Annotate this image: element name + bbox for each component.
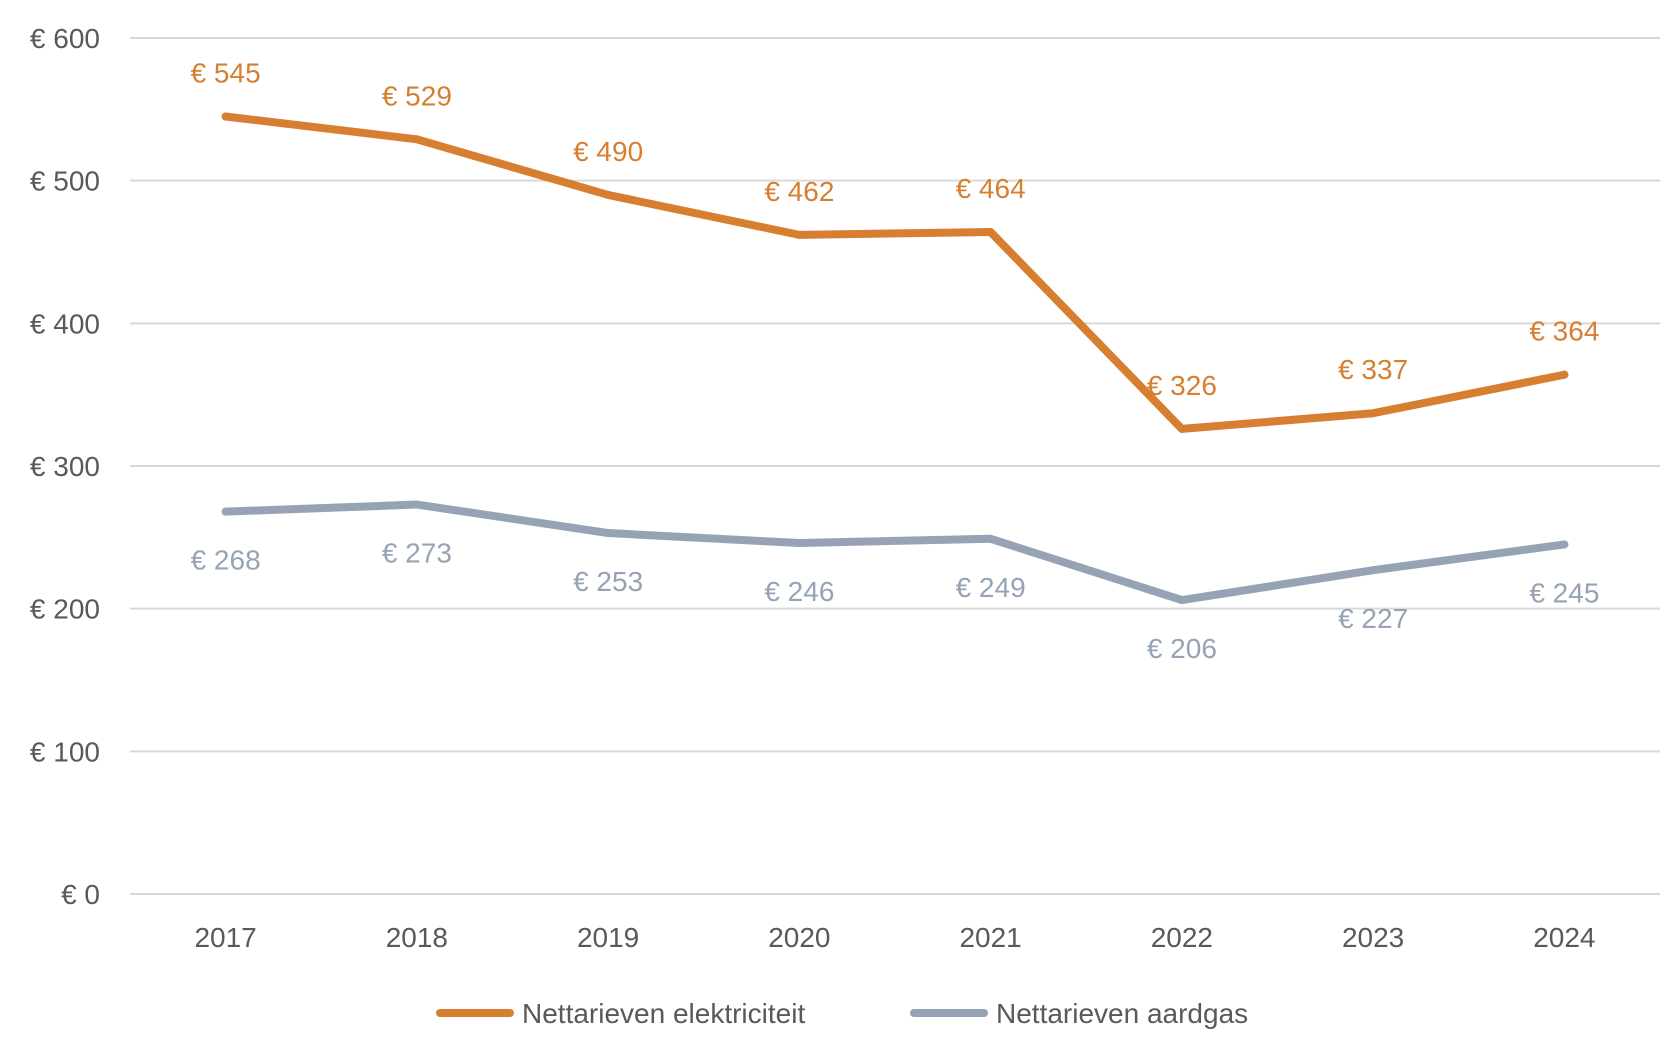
- data-label: € 490: [573, 136, 643, 167]
- data-point: [1560, 370, 1569, 379]
- data-point: [1560, 540, 1569, 549]
- x-tick-label: 2024: [1533, 922, 1595, 953]
- data-label: € 364: [1529, 316, 1599, 347]
- data-label: € 464: [956, 173, 1026, 204]
- data-label: € 545: [191, 57, 261, 88]
- y-tick-label: € 0: [61, 879, 100, 910]
- y-tick-label: € 500: [30, 166, 100, 197]
- data-label: € 227: [1338, 603, 1408, 634]
- data-point: [795, 230, 804, 239]
- data-point: [1369, 409, 1378, 418]
- series-line-0: [221, 112, 1569, 433]
- data-label: € 462: [764, 176, 834, 207]
- data-point: [1177, 596, 1186, 605]
- data-point: [221, 507, 230, 516]
- x-tick-label: 2017: [194, 922, 256, 953]
- data-label: € 326: [1147, 370, 1217, 401]
- data-point: [412, 135, 421, 144]
- data-label: € 246: [764, 576, 834, 607]
- data-point: [986, 228, 995, 237]
- y-tick-label: € 300: [30, 451, 100, 482]
- y-tick-label: € 100: [30, 736, 100, 767]
- data-label: € 529: [382, 80, 452, 111]
- data-point: [412, 500, 421, 509]
- y-tick-label: € 600: [30, 23, 100, 54]
- data-point: [795, 539, 804, 548]
- data-label: € 206: [1147, 633, 1217, 664]
- x-tick-label: 2021: [959, 922, 1021, 953]
- data-point: [604, 529, 613, 538]
- data-labels: € 545 € 529 € 490 € 462 € 464 € 326 € 337 € 364…: [191, 57, 1600, 664]
- y-tick-label: € 400: [30, 308, 100, 339]
- data-label: € 337: [1338, 354, 1408, 385]
- x-tick-label: 2023: [1342, 922, 1404, 953]
- legend-label: Nettarieven aardgas: [996, 998, 1248, 1029]
- data-label: € 249: [956, 572, 1026, 603]
- gridlines: [130, 37, 1660, 895]
- legend: Nettarieven elektriciteit Nettarieven aar…: [436, 998, 1248, 1029]
- x-tick-label: 2019: [577, 922, 639, 953]
- series-group: [221, 112, 1569, 605]
- data-point: [1369, 566, 1378, 575]
- data-point: [986, 534, 995, 543]
- data-label: € 245: [1529, 577, 1599, 608]
- x-axis: 2017 2018 2019 2020 2021 2022 2023 2024: [194, 922, 1595, 953]
- legend-label: Nettarieven elektriciteit: [522, 998, 805, 1029]
- data-label: € 253: [573, 566, 643, 597]
- series-line-1: [221, 500, 1569, 605]
- x-tick-label: 2022: [1151, 922, 1213, 953]
- data-label: € 268: [191, 545, 261, 576]
- y-tick-label: € 200: [30, 594, 100, 625]
- data-label: € 273: [382, 538, 452, 569]
- x-tick-label: 2020: [768, 922, 830, 953]
- x-tick-label: 2018: [386, 922, 448, 953]
- data-point: [221, 112, 230, 121]
- data-point: [1177, 424, 1186, 433]
- data-point: [604, 190, 613, 199]
- y-axis: € 0 € 100 € 200 € 300 € 400 € 500 € 600: [30, 23, 100, 910]
